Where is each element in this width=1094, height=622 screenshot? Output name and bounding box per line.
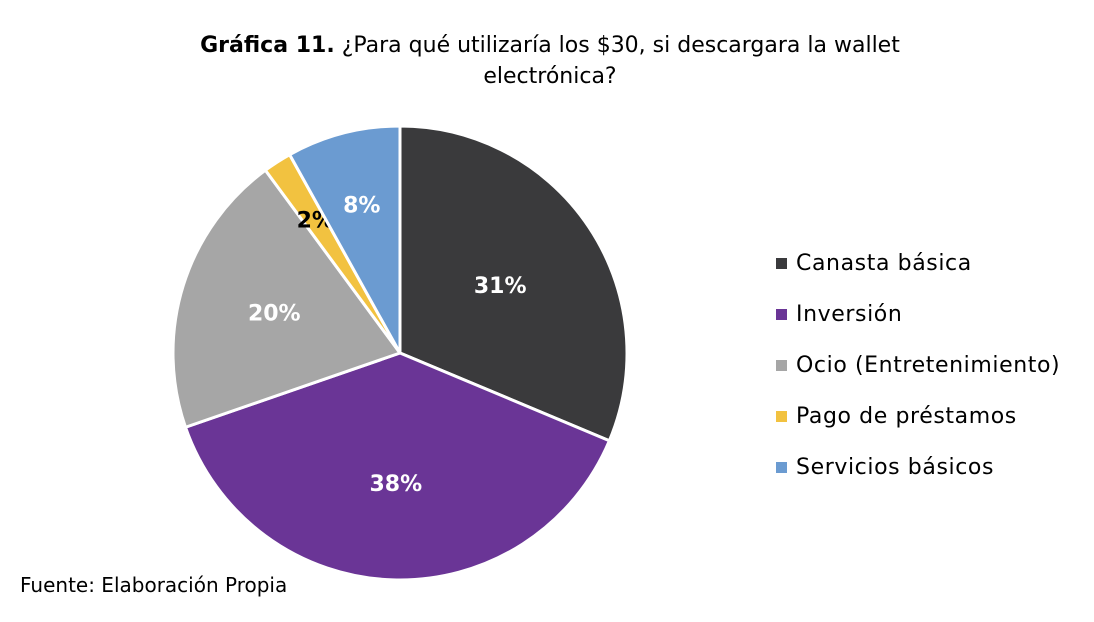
pie-slice-ocio-entretenimiento <box>171 168 402 429</box>
data-label-ocio-entretenimiento: 20% <box>248 301 301 326</box>
legend-swatch <box>776 309 787 320</box>
data-label-inversion: 38% <box>369 472 422 497</box>
chart-legend: Canasta básica Inversión Ocio (Entretenimi… <box>776 238 1060 493</box>
data-label-canasta-basica: 31% <box>474 274 527 299</box>
chart-title-prefix: Gráfica 11. <box>200 33 335 58</box>
chart-title-text: ¿Para qué utilizaría los $30, si descarg… <box>341 33 900 89</box>
legend-label: Ocio (Entretenimiento) <box>796 353 1061 378</box>
pie-slice-servicios-basicos <box>288 124 402 355</box>
legend-label: Pago de préstamos <box>796 404 1017 429</box>
legend-item-servicios-basicos: Servicios básicos <box>776 442 1060 493</box>
legend-label: Canasta básica <box>796 251 972 276</box>
legend-item-ocio-entretenimiento: Ocio (Entretenimiento) <box>776 340 1060 391</box>
legend-swatch <box>776 411 787 422</box>
data-label-servicios-basicos: 8% <box>343 193 380 218</box>
chart-title: Gráfica 11. ¿Para qué utilizaría los $30… <box>140 30 960 92</box>
legend-swatch <box>776 360 787 371</box>
pie-slice-inversion <box>183 351 611 582</box>
pie-slice-canasta-basica <box>398 124 629 443</box>
legend-item-pago-de-prestamos: Pago de préstamos <box>776 391 1060 442</box>
legend-item-inversion: Inversión <box>776 289 1060 340</box>
legend-label: Inversión <box>796 302 903 327</box>
legend-swatch <box>776 462 787 473</box>
legend-item-canasta-basica: Canasta básica <box>776 238 1060 289</box>
legend-swatch <box>776 258 787 269</box>
source-note: Fuente: Elaboración Propia <box>20 573 288 597</box>
pie-chart: 31%38%20%2%8% <box>171 124 629 582</box>
legend-label: Servicios básicos <box>796 455 995 480</box>
